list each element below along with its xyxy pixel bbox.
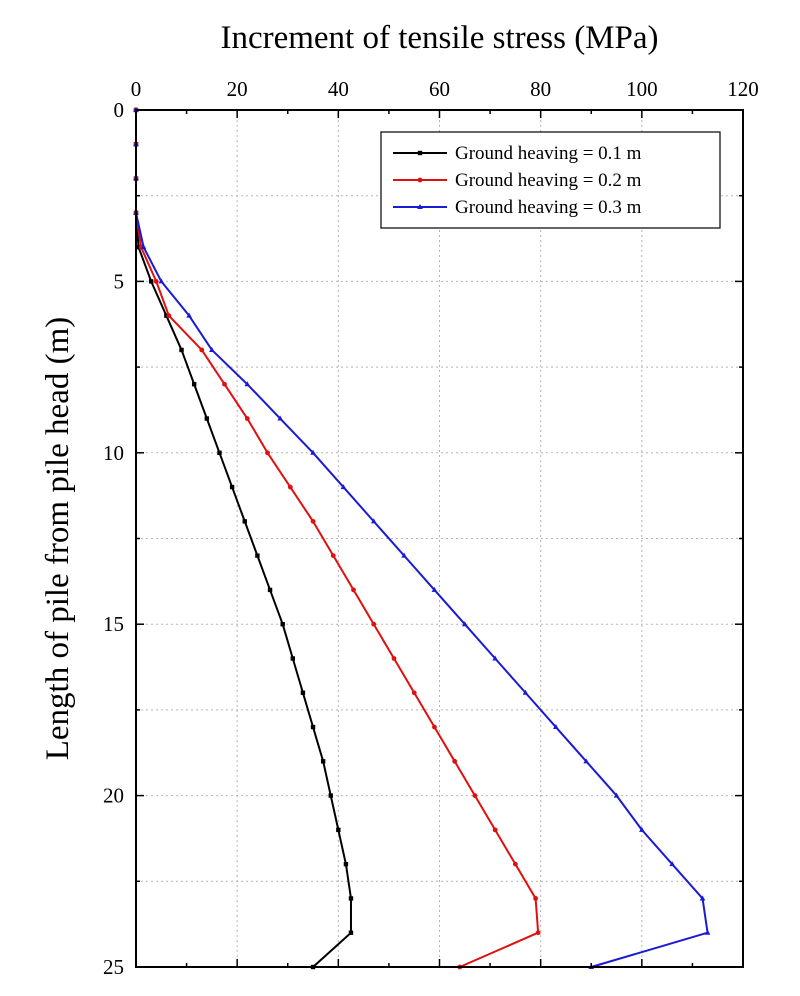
series-line [135, 110, 709, 968]
data-point [265, 450, 270, 456]
data-point [669, 861, 675, 867]
data-point [186, 312, 192, 318]
data-point [158, 278, 165, 284]
data-point [639, 826, 645, 832]
data-point [204, 416, 210, 421]
y-tick-label: 5 [114, 269, 125, 293]
data-point [166, 313, 172, 319]
x-tick-label: 20 [227, 77, 248, 101]
x-tick-label: 0 [131, 77, 142, 101]
y-tick-label: 20 [103, 784, 124, 808]
series-3 [133, 107, 711, 969]
data-point [244, 416, 250, 421]
legend-swatch-marker [417, 204, 423, 209]
y-tick-label: 10 [103, 441, 124, 465]
data-point [267, 587, 273, 593]
x-tick-label: 100 [626, 77, 658, 101]
data-point [432, 724, 437, 730]
data-point [411, 690, 417, 696]
data-point [222, 381, 227, 387]
data-point [371, 621, 377, 627]
data-point [244, 381, 251, 387]
data-point [328, 793, 333, 798]
series-line [135, 110, 352, 968]
data-point [452, 758, 458, 764]
data-point [351, 587, 356, 593]
data-point [320, 759, 326, 764]
data-point [153, 279, 159, 284]
data-point [391, 656, 397, 661]
legend-item: Ground heaving = 0.3 m [393, 197, 642, 218]
data-point [242, 519, 247, 524]
data-point [290, 656, 296, 661]
data-point [613, 792, 620, 798]
x-axis-title: Increment of tensile stress (MPa) [220, 20, 658, 56]
data-point [277, 415, 283, 421]
data-point [401, 552, 407, 558]
legend-swatch-marker [417, 177, 423, 183]
data-point [348, 930, 354, 935]
data-point [492, 827, 498, 833]
grid-layer [136, 110, 743, 967]
data-point [164, 313, 169, 318]
data-point [199, 347, 205, 353]
x-tick-label: 60 [429, 77, 450, 101]
legend-items: Ground heaving = 0.1 m Ground heaving = 0… [393, 143, 642, 218]
legend: Ground heaving = 0.1 m Ground heaving = 0… [380, 131, 721, 229]
data-point [348, 896, 354, 901]
data-point [310, 724, 316, 730]
data-point [583, 758, 589, 764]
series-line [135, 110, 540, 968]
series-1 [133, 107, 354, 970]
series-layer [133, 107, 711, 970]
data-point [704, 929, 711, 935]
data-point [472, 793, 478, 798]
x-tick-label: 40 [328, 77, 349, 101]
data-point [217, 450, 222, 455]
data-point [330, 553, 336, 559]
data-point [535, 930, 541, 936]
legend-item: Ground heaving = 0.2 m [393, 170, 642, 191]
data-point [229, 484, 235, 490]
data-point [370, 518, 377, 524]
data-point [336, 827, 341, 833]
y-tick-label: 25 [103, 955, 124, 979]
data-point [148, 279, 154, 284]
ticks-layer [135, 109, 744, 968]
data-point [533, 896, 539, 901]
data-point [136, 244, 141, 250]
data-point [310, 449, 316, 455]
data-point [140, 244, 147, 250]
y-tick-label: 15 [103, 612, 124, 636]
data-point [461, 621, 468, 627]
data-point [191, 382, 197, 387]
data-point [209, 346, 215, 352]
legend-swatch-marker [417, 150, 423, 156]
legend-item: Ground heaving = 0.1 m [393, 143, 642, 164]
y-axis-title: Length of pile from pile head (m) [40, 317, 76, 761]
x-tick-label: 80 [530, 77, 551, 101]
data-point [522, 689, 529, 695]
data-point [255, 553, 260, 558]
data-point [492, 655, 498, 661]
data-point [553, 724, 559, 730]
data-point [300, 690, 306, 695]
data-point [280, 622, 285, 627]
legend-label: Ground heaving = 0.3 m [455, 197, 642, 218]
data-point [512, 861, 518, 867]
data-point [340, 484, 347, 490]
data-point [699, 895, 706, 901]
data-point [431, 586, 438, 592]
data-point [287, 484, 293, 490]
data-point [343, 861, 349, 867]
y-tick-label: 0 [114, 98, 125, 122]
x-tick-label: 120 [727, 77, 759, 101]
data-point [179, 347, 184, 353]
legend-label: Ground heaving = 0.2 m [455, 170, 642, 191]
data-point [310, 518, 316, 524]
tick-labels-layer: 0 20 40 60 80 100 120 0 5 10 15 20 25 [103, 77, 759, 979]
legend-label: Ground heaving = 0.1 m [455, 143, 642, 164]
